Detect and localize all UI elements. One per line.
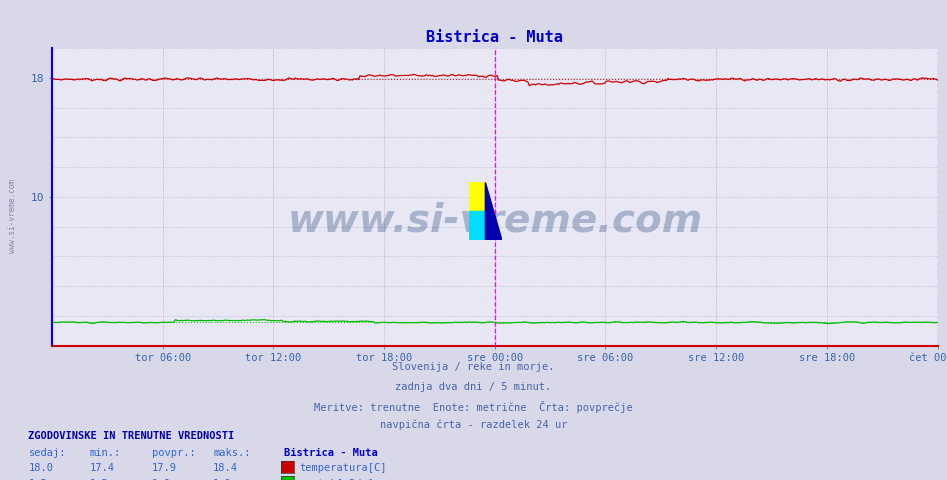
Text: 17.4: 17.4 — [90, 463, 115, 473]
Text: Meritve: trenutne  Enote: metrične  Črta: povprečje: Meritve: trenutne Enote: metrične Črta: … — [314, 401, 633, 413]
Text: 18.4: 18.4 — [213, 463, 238, 473]
Text: 1.9: 1.9 — [213, 479, 232, 480]
Text: pretok[m3/s]: pretok[m3/s] — [299, 479, 374, 480]
Text: min.:: min.: — [90, 448, 121, 458]
Polygon shape — [469, 211, 486, 240]
Text: 17.9: 17.9 — [152, 463, 176, 473]
Text: povpr.:: povpr.: — [152, 448, 195, 458]
Text: 1.5: 1.5 — [90, 479, 109, 480]
Text: navpična črta - razdelek 24 ur: navpična črta - razdelek 24 ur — [380, 420, 567, 431]
Text: sedaj:: sedaj: — [28, 448, 66, 458]
Text: 1.6: 1.6 — [152, 479, 170, 480]
Text: temperatura[C]: temperatura[C] — [299, 463, 386, 473]
Text: 1.5: 1.5 — [28, 479, 47, 480]
Text: 18.0: 18.0 — [28, 463, 53, 473]
Text: Bistrica - Muta: Bistrica - Muta — [284, 448, 378, 458]
Text: www.si-vreme.com: www.si-vreme.com — [287, 202, 703, 240]
Title: Bistrica - Muta: Bistrica - Muta — [426, 30, 563, 46]
Text: ZGODOVINSKE IN TRENUTNE VREDNOSTI: ZGODOVINSKE IN TRENUTNE VREDNOSTI — [28, 431, 235, 441]
Polygon shape — [486, 182, 502, 240]
Text: Slovenija / reke in morje.: Slovenija / reke in morje. — [392, 362, 555, 372]
Bar — [469, 182, 486, 211]
Text: zadnja dva dni / 5 minut.: zadnja dva dni / 5 minut. — [396, 382, 551, 392]
Text: maks.:: maks.: — [213, 448, 251, 458]
Text: www.si-vreme.com: www.si-vreme.com — [8, 179, 17, 253]
